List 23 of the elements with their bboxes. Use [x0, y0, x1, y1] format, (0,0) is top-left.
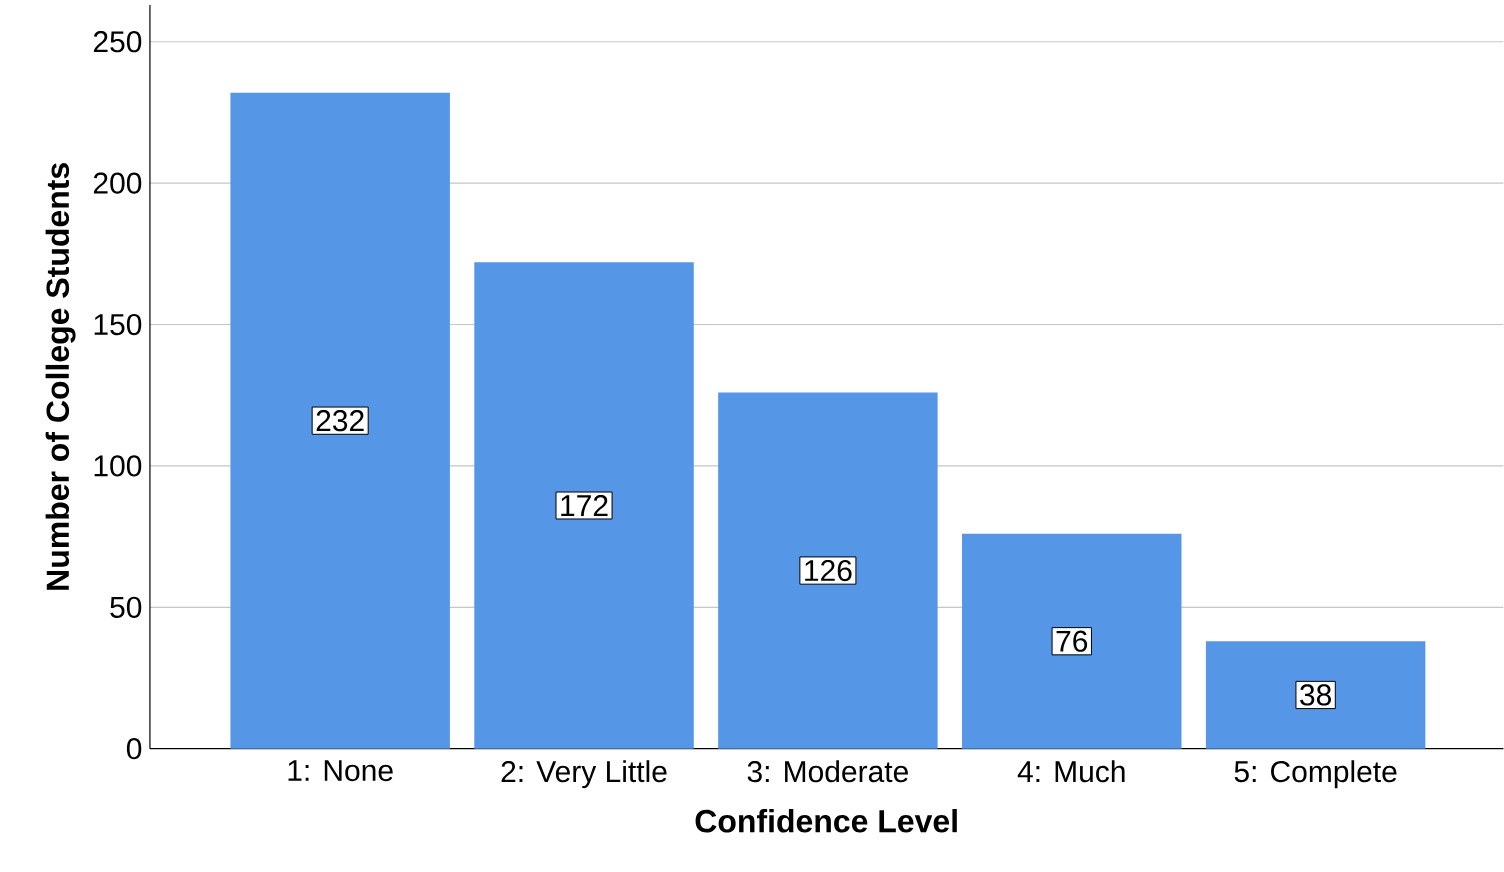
y-tick-label: 50 — [110, 596, 142, 619]
y-axis-title: Number of College Students — [45, 163, 76, 590]
data-label: 126 — [805, 560, 852, 582]
bar — [962, 533, 1182, 749]
y-tick-label: 200 — [93, 172, 142, 194]
x-tick-label: 1: None — [288, 760, 393, 782]
bar — [1205, 641, 1426, 749]
y-tick-label: 150 — [94, 314, 142, 336]
x-tick-label: 2: Very Little — [501, 760, 667, 789]
bar — [718, 392, 938, 749]
data-label: 38 — [1300, 684, 1331, 706]
y-tick-label: 0 — [126, 738, 142, 760]
data-label: 76 — [1056, 630, 1088, 653]
x-tick-label: 3: Moderate — [747, 760, 908, 783]
y-tick-label: 250 — [93, 31, 142, 53]
bar — [474, 262, 694, 749]
x-tick-label: 5: Complete — [1234, 760, 1397, 789]
data-label: 172 — [561, 495, 608, 517]
x-axis-title: Confidence Level — [695, 809, 957, 833]
x-tick-label: 4: Much — [1017, 760, 1125, 783]
y-tick-label: 100 — [94, 455, 142, 477]
data-label: 232 — [316, 410, 364, 432]
bar — [230, 92, 450, 749]
